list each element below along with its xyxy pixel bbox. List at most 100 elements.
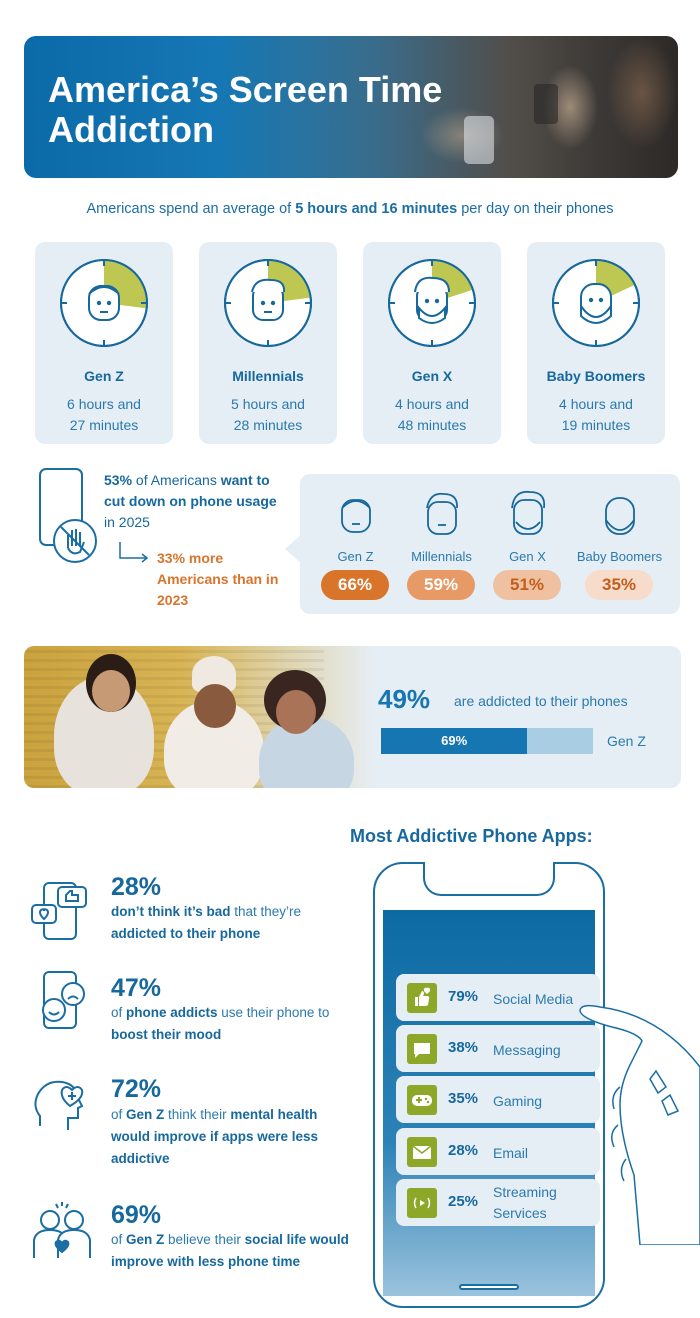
app-row: 28% Email	[396, 1128, 600, 1175]
phone-screen: 79% Social Media 38% Messaging 35% Gamin…	[383, 910, 600, 1296]
gen-time: 4 hours and 48 minutes	[363, 394, 501, 436]
phone-notch	[423, 862, 555, 896]
pct-col-millennials: Millennials 59%	[394, 474, 489, 614]
subtitle-prefix: Americans spend an average of	[86, 201, 296, 217]
cut-down-text2: in 2025	[104, 514, 150, 530]
gen-time-line2: 27 minutes	[69, 417, 139, 433]
stat-pct: 28%	[111, 873, 162, 901]
gen-card-genx: Gen X 4 hours and 48 minutes	[363, 242, 501, 444]
app-name: Gaming	[493, 1093, 543, 1109]
message-icon	[407, 1034, 437, 1064]
boomer-face-icon	[605, 497, 635, 535]
gen-name: Millennials	[232, 368, 304, 384]
stat-text-bold: Gen Z	[126, 1232, 165, 1247]
stat-text-bold: addicted to their phone	[111, 926, 261, 941]
panel-pointer	[285, 535, 301, 563]
stat-text: of phone addicts use their phone to boos…	[111, 1002, 351, 1046]
gen-time-line2: 48 minutes	[397, 417, 467, 433]
no-hand-icon	[53, 519, 97, 563]
header-banner: America’s Screen Time Addiction	[24, 36, 678, 178]
gen-time: 6 hours and 27 minutes	[35, 394, 173, 436]
gamepad-icon	[407, 1085, 437, 1115]
gen-name: Gen Z	[84, 368, 124, 384]
clock-chart-icon	[552, 259, 640, 347]
cut-down-bold: want to cut down on phone usage	[104, 472, 277, 509]
gen-time-line2: 28 minutes	[233, 417, 303, 433]
mental-health-icon	[34, 1080, 84, 1130]
stat-text-bold: phone addicts	[126, 1005, 218, 1020]
app-name: Messaging	[493, 1042, 561, 1058]
pct-pill: 51%	[493, 570, 561, 600]
gen-card-boomers: Baby Boomers 4 hours and 19 minutes	[527, 242, 665, 444]
gen-name: Gen X	[411, 368, 453, 384]
stat-text: of Gen Z think their mental health would…	[111, 1104, 351, 1170]
friends-photo	[24, 646, 374, 788]
banner-photo	[318, 36, 678, 178]
stat-pct: 72%	[111, 1075, 162, 1103]
clock-chart-icon	[388, 259, 476, 347]
bar-group-label: Gen Z	[607, 733, 646, 749]
addicted-pct: 49%	[378, 684, 431, 714]
app-name: Social Media	[493, 991, 574, 1007]
stat-text-plain: of	[111, 1232, 127, 1247]
app-name: Email	[493, 1145, 529, 1161]
subtitle-highlight: 5 hours and 16 minutes	[295, 201, 458, 217]
gen-time: 4 hours and 19 minutes	[527, 394, 665, 436]
email-icon	[407, 1137, 437, 1167]
pct-label: Baby Boomers	[576, 549, 663, 564]
genz-addicted-bar: 69%	[381, 728, 593, 754]
page-title: America’s Screen Time Addiction	[48, 69, 443, 150]
app-row: 38% Messaging	[396, 1025, 600, 1072]
app-pct: 79%	[448, 988, 479, 1005]
pct-pill: 59%	[407, 570, 475, 600]
app-pct: 25%	[448, 1193, 479, 1210]
stat-text-plain: use their phone to	[217, 1005, 330, 1020]
gen-card-millennials: Millennials 5 hours and 28 minutes	[199, 242, 337, 444]
bar-fill: 69%	[381, 728, 528, 754]
millennial-face-icon	[251, 278, 286, 321]
hands-phone-graphic	[464, 84, 558, 164]
clock-chart-icon	[224, 259, 312, 347]
stat-text-bold: boost their mood	[111, 1027, 222, 1042]
stat-text-bold: don’t think it’s bad	[111, 904, 231, 919]
genz-face-icon	[88, 285, 120, 321]
gen-time-line1: 4 hours and	[395, 396, 469, 412]
genx-face-icon	[414, 276, 450, 324]
pct-col-genx: Gen X 51%	[480, 474, 575, 614]
stat-text: don’t think it’s bad that they’re addict…	[111, 901, 351, 945]
stat-text: of Gen Z believe their social life would…	[111, 1229, 351, 1273]
app-name: Streaming Services	[493, 1184, 557, 1221]
stat-text-plain: believe their	[164, 1232, 245, 1247]
genx-face-icon	[511, 490, 546, 535]
gen-time-line1: 5 hours and	[231, 396, 305, 412]
cut-down-text: 53% of Americans want to cut down on pho…	[104, 470, 289, 533]
app-pct: 38%	[448, 1039, 479, 1056]
app-pct: 35%	[448, 1090, 479, 1107]
phone-illustration: 79% Social Media 38% Messaging 35% Gamin…	[373, 862, 605, 1308]
stat-text-plain: think their	[164, 1107, 231, 1122]
apps-title: Most Addictive Phone Apps:	[350, 826, 593, 846]
stat-text-plain: of	[111, 1005, 127, 1020]
stat-text-bold: Gen Z	[126, 1107, 165, 1122]
streaming-icon	[407, 1188, 437, 1218]
cut-down-text1: of Americans	[132, 472, 221, 488]
clock-chart-icon	[60, 259, 148, 347]
addicted-band	[24, 646, 681, 788]
more-americans-text: 33% more Americans than in 2023	[157, 550, 279, 608]
cut-down-pct: 53%	[104, 472, 133, 488]
pointing-hand-illustration	[579, 1004, 700, 1245]
pct-col-boomers: Baby Boomers 35%	[572, 474, 667, 614]
home-bar	[459, 1284, 519, 1290]
pct-label: Gen X	[509, 549, 546, 564]
millennial-face-icon	[426, 492, 458, 535]
genz-face-icon	[341, 499, 371, 533]
stat-pct: 69%	[111, 1201, 162, 1229]
stat-text-bold: social life would improve with less phon…	[111, 1232, 349, 1269]
stat-pct: 47%	[111, 974, 162, 1002]
stat-text-plain: of	[111, 1107, 127, 1122]
stat-text-bold: mental health would improve if apps were…	[111, 1107, 319, 1166]
social-chat-icon	[31, 882, 87, 940]
app-row: 25% Streaming Services	[396, 1179, 600, 1226]
pct-pill: 35%	[585, 570, 653, 600]
cut-down-by-generation-panel: Gen Z 66% Millennials 59% Gen X 51% Baby…	[300, 474, 680, 614]
